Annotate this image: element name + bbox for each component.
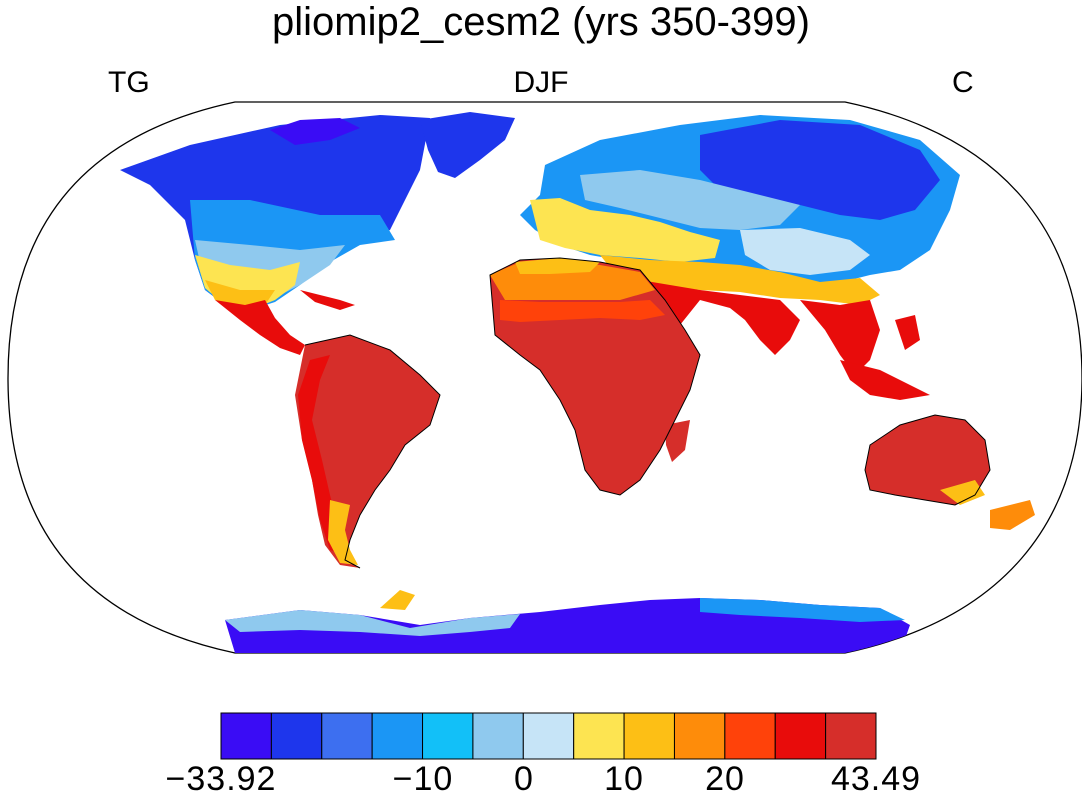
north-america — [120, 112, 515, 355]
colorbar-swatch — [522, 712, 575, 760]
variable-label: TG — [108, 66, 150, 99]
colorbar-swatch — [724, 712, 776, 760]
colorbar-swatch — [422, 712, 474, 760]
colorbar-swatch — [270, 712, 323, 760]
colorbar-tick-label: −33.92 — [165, 760, 277, 798]
season-label: DJF — [513, 66, 569, 99]
colorbar-tick-label: −10 — [392, 760, 454, 798]
colorbar-swatch — [472, 712, 524, 760]
coastlines — [304, 257, 991, 569]
colorbar-swatch — [774, 712, 827, 760]
colorbar-swatch — [573, 712, 625, 760]
south-america — [295, 335, 440, 568]
colorbar-tick-label: 10 — [604, 760, 644, 798]
units-label: C — [952, 66, 974, 99]
colorbar-tick-label: 0 — [514, 760, 534, 798]
australia — [865, 415, 1035, 530]
colorbar-tick-label: 43.49 — [830, 760, 922, 798]
colorbar-swatch — [623, 712, 675, 760]
colorbar-swatch — [673, 712, 726, 760]
eurasia — [520, 115, 960, 400]
colorbar — [220, 712, 877, 760]
antarctica — [225, 590, 910, 653]
colorbar-swatch — [371, 712, 424, 760]
colorbar-tick-label: 20 — [705, 760, 745, 798]
colorbar-swatch — [825, 712, 877, 760]
map-title: pliomip2_cesm2 (yrs 350-399) — [271, 0, 810, 44]
colorbar-swatch — [321, 712, 373, 760]
africa — [490, 258, 700, 495]
colorbar-swatch — [220, 712, 272, 760]
